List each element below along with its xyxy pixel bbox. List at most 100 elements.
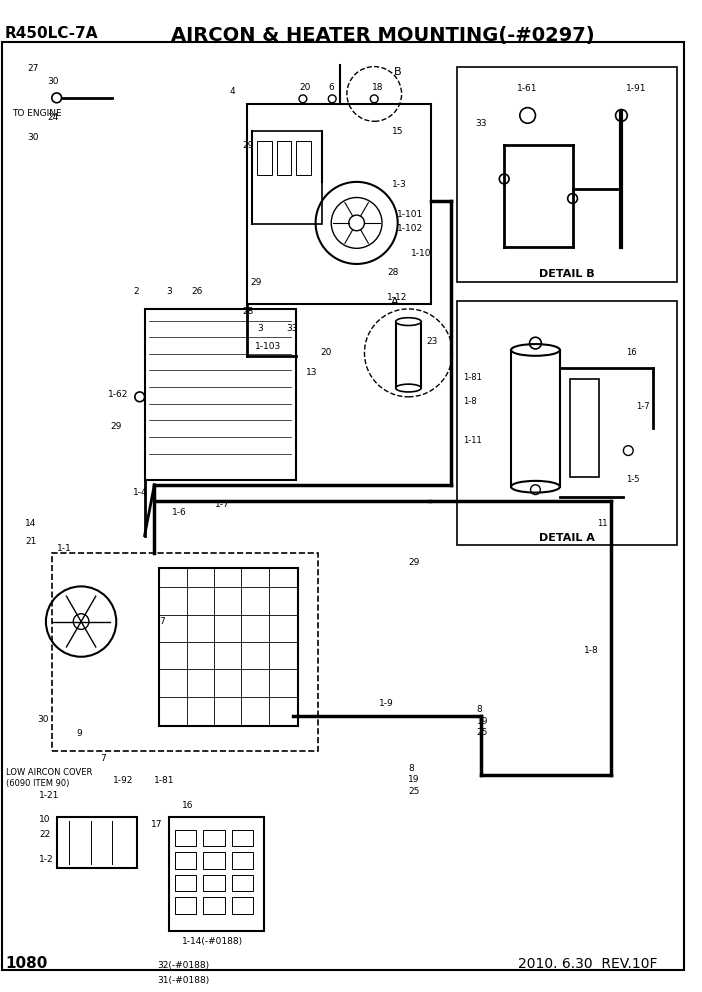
Bar: [204, 829, 225, 846]
Text: 25: 25: [409, 787, 420, 797]
Bar: [159, 567, 298, 726]
Text: 29: 29: [409, 558, 420, 567]
Bar: [277, 141, 291, 175]
Bar: [252, 131, 322, 224]
Text: 1-6: 1-6: [172, 508, 187, 517]
Text: R450LC-7A: R450LC-7A: [5, 26, 98, 41]
Text: 30: 30: [37, 715, 48, 724]
Text: 29: 29: [242, 141, 253, 150]
Text: 15: 15: [392, 127, 404, 136]
Text: 1-8: 1-8: [584, 647, 599, 656]
Text: 1-4: 1-4: [133, 488, 147, 497]
Text: 13: 13: [306, 368, 317, 377]
Text: 1-9: 1-9: [379, 699, 394, 708]
Text: 29: 29: [250, 278, 262, 287]
Bar: [175, 897, 197, 914]
Text: 19: 19: [409, 776, 420, 785]
Text: 1-14(-#0188): 1-14(-#0188): [182, 936, 243, 945]
Ellipse shape: [396, 384, 421, 392]
Bar: [232, 829, 253, 846]
Text: TO ENGINE: TO ENGINE: [12, 109, 61, 118]
Bar: [204, 852, 225, 869]
Text: 1-61: 1-61: [517, 83, 538, 92]
Text: DETAIL B: DETAIL B: [539, 269, 595, 279]
Bar: [204, 875, 225, 891]
Text: 1-81: 1-81: [463, 373, 482, 382]
Text: 19: 19: [477, 717, 489, 726]
Bar: [52, 554, 317, 751]
Text: 3: 3: [166, 287, 172, 296]
Text: 1-7: 1-7: [636, 402, 650, 411]
Text: 33: 33: [286, 324, 298, 333]
Bar: [169, 817, 264, 931]
Text: B: B: [394, 67, 402, 77]
Text: 1-10: 1-10: [411, 249, 432, 258]
Text: 9: 9: [77, 729, 82, 738]
Bar: [57, 817, 137, 868]
Text: 1-8: 1-8: [463, 397, 477, 407]
Text: 22: 22: [39, 830, 51, 839]
Text: 32(-#0188): 32(-#0188): [157, 961, 209, 970]
Ellipse shape: [396, 317, 421, 325]
Bar: [232, 852, 253, 869]
Text: 27: 27: [27, 64, 39, 73]
Text: 1-103: 1-103: [255, 341, 282, 350]
Bar: [457, 66, 677, 282]
Text: 4: 4: [230, 87, 235, 96]
Text: 1-101: 1-101: [397, 209, 423, 218]
Text: 16: 16: [626, 348, 637, 357]
Text: 28: 28: [242, 308, 253, 316]
Bar: [175, 829, 197, 846]
Text: 26: 26: [192, 287, 203, 296]
Bar: [232, 875, 253, 891]
Text: A: A: [391, 297, 399, 308]
Ellipse shape: [511, 344, 560, 356]
Text: 30: 30: [47, 76, 58, 85]
Text: 1-7: 1-7: [215, 500, 230, 509]
Text: 7: 7: [159, 617, 165, 626]
Text: 25: 25: [477, 728, 488, 737]
Text: 23: 23: [426, 336, 437, 345]
Text: 1-92: 1-92: [113, 777, 133, 786]
Text: 8: 8: [409, 764, 414, 773]
Bar: [204, 897, 225, 914]
Text: 3: 3: [257, 324, 263, 333]
Text: AIRCON & HEATER MOUNTING(-#0297): AIRCON & HEATER MOUNTING(-#0297): [171, 26, 595, 45]
Bar: [175, 875, 197, 891]
Bar: [175, 852, 197, 869]
Text: 1-91: 1-91: [626, 83, 647, 92]
Bar: [396, 321, 421, 388]
Text: 1-102: 1-102: [397, 224, 423, 233]
Text: 17: 17: [152, 820, 163, 829]
Text: 28: 28: [387, 268, 398, 277]
Bar: [247, 104, 431, 304]
Text: LOW AIRCON COVER
(6090 ITEM 90): LOW AIRCON COVER (6090 ITEM 90): [6, 768, 92, 788]
Text: 1080: 1080: [5, 956, 47, 971]
Text: 11: 11: [597, 520, 607, 529]
Bar: [511, 350, 560, 487]
Text: 21: 21: [25, 537, 37, 546]
Text: 20: 20: [321, 348, 332, 357]
Bar: [569, 379, 599, 477]
Text: 1-3: 1-3: [392, 181, 406, 189]
Text: 7: 7: [100, 754, 107, 763]
Text: 1-5: 1-5: [626, 475, 640, 484]
Text: 2010. 6.30  REV.10F: 2010. 6.30 REV.10F: [518, 956, 657, 970]
Text: 14: 14: [25, 520, 37, 529]
Bar: [257, 141, 272, 175]
Text: 2: 2: [133, 287, 138, 296]
Text: 30: 30: [27, 133, 39, 143]
Text: 1-12: 1-12: [387, 293, 407, 302]
Text: 1-21: 1-21: [39, 791, 60, 800]
Bar: [457, 302, 677, 546]
Text: 6: 6: [329, 82, 334, 91]
Text: DETAIL A: DETAIL A: [539, 533, 595, 543]
Text: 10: 10: [39, 815, 51, 824]
Text: 1-1: 1-1: [57, 544, 72, 553]
Text: 1-81: 1-81: [154, 777, 175, 786]
Text: 33: 33: [475, 119, 486, 128]
Bar: [296, 141, 311, 175]
Text: 1-2: 1-2: [39, 854, 54, 863]
Bar: [232, 897, 253, 914]
Text: 31(-#0188): 31(-#0188): [157, 976, 210, 985]
